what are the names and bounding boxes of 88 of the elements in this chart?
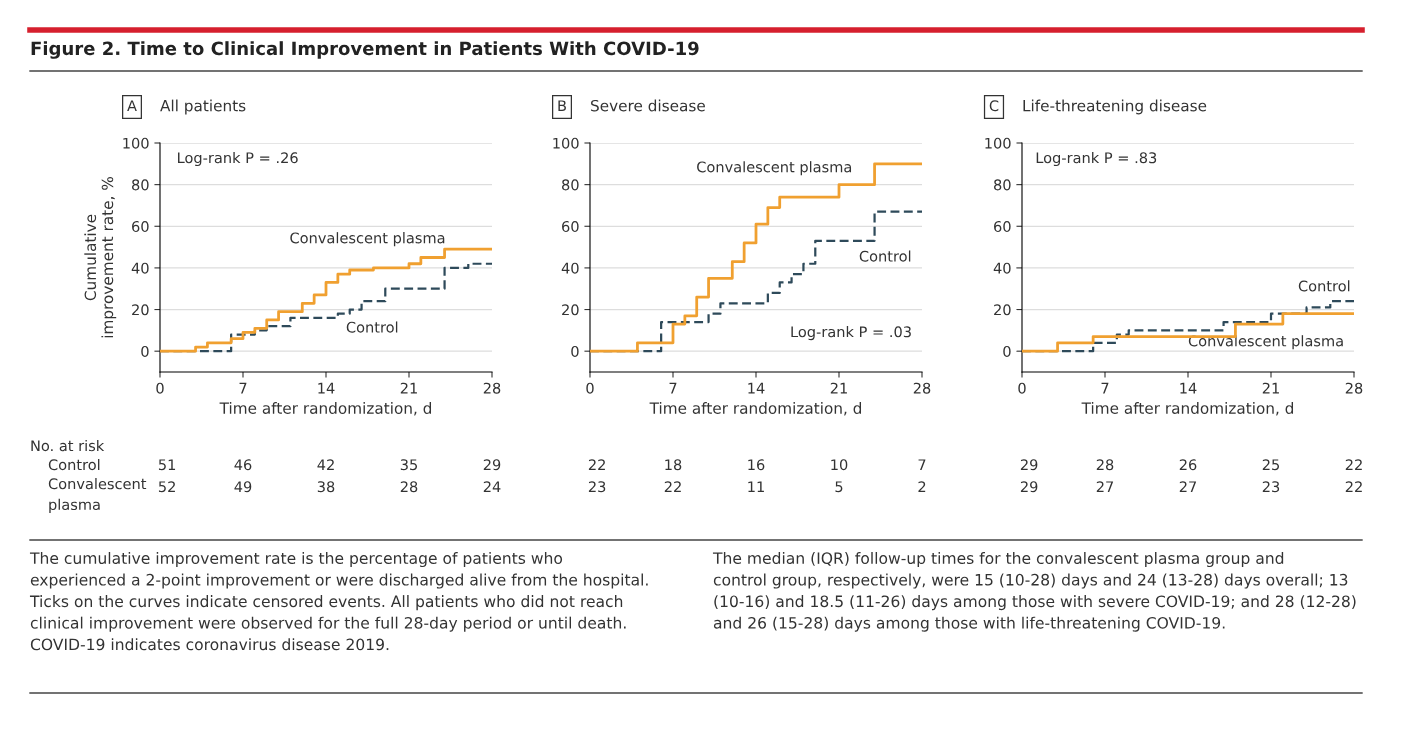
chart-subtitle: Life-threatening disease [1023,99,1207,115]
y-tick-label: 80 [994,179,1011,191]
text: 22 [1345,481,1362,493]
text: 22 [588,459,605,471]
x-tick-label: 28 [483,382,501,394]
text: 29 [483,459,501,471]
x-tick-label: 21 [830,382,847,394]
series-label: Control [346,321,398,333]
chart-title: C [989,100,999,112]
x-tick-label: 28 [1345,382,1363,394]
y-tick-label: 60 [562,220,579,233]
chart-title: A [127,100,137,112]
x-axis-title: Time after randomization, d [649,402,862,416]
y-tick-label: 40 [561,262,579,274]
y-tick-label: 20 [562,304,579,316]
x-tick-label: 7 [1101,382,1109,394]
y-tick-label: 60 [994,220,1011,233]
text: 38 [317,481,335,493]
text: 22 [664,481,681,493]
x-tick-label: 28 [913,382,931,394]
text: 7 [918,459,926,471]
x-tick-label: 7 [669,382,677,394]
chart-subtitle: Severe disease [591,99,705,112]
y-tick-label: 100 [985,137,1011,149]
x-tick-label: 14 [748,382,765,394]
text: 16 [748,459,765,471]
text: 11 [748,481,764,493]
text: 28 [1096,459,1114,471]
annotation: Log-rank P = .83 [1036,151,1157,167]
text: 23 [1262,481,1280,493]
text: Control [48,458,100,471]
y-tick-label: 100 [553,137,579,149]
annotation: Log-rank P = .03 [791,326,911,341]
text: No. at risk [31,439,105,452]
y-tick-label: 20 [132,304,149,316]
text: 29 [1020,481,1038,493]
x-tick-label: 7 [239,382,247,394]
text: Convalescent plasma [48,478,147,513]
text: 27 [1096,481,1114,493]
text: 27 [1179,481,1197,493]
y-tick-label: 80 [132,179,149,191]
x-tick-label: 0 [1018,382,1026,394]
series-label: Control [1298,280,1350,292]
text: 10 [831,459,848,471]
text: 42 [317,459,334,471]
y-tick-label: 0 [1003,345,1011,357]
text: 24 [483,481,501,493]
x-tick-label: 0 [156,382,164,394]
text: The cumulative improvement rate is the percentage of patients who experienced a 2-point improvement or were discharged alive from the hospital. Ticks on the curves indicate censored events. All patients who did not reach clinical improvement were observed for the full 28-day period or until death. COVID-19 indicates coronavirus disease 2019. [29,552,648,651]
series-label: Convalescent plasma [290,232,445,247]
y-tick-label: 40 [993,262,1011,274]
text: 23 [588,481,606,493]
text: 2 [918,481,926,493]
text: 25 [1262,459,1279,471]
y-tick-label: 0 [571,345,579,357]
x-tick-label: 14 [318,382,335,394]
annotation: Log-rank P = .26 [178,151,298,167]
text: 28 [400,481,418,493]
text: 18 [665,459,682,471]
y-axis-title: Cumulative improvement rate, % [84,177,117,338]
y-tick-label: 80 [562,179,579,191]
series-label: Control [859,250,911,262]
text: 26 [1179,459,1197,471]
x-axis-title: Time after randomization, d [1081,402,1294,416]
text: The median (IQR) follow-up times for the convalescent plasma group and control group, respectively, were 15 (10-28) days and 24 (13-28) days overall; 13 (10-16) and 18.5 (11-26) days among those with severe COVID-19; and 28 (12-28) and 26 (15-28) days among those with life-threatening COVID-19. [712,552,1356,632]
text: 29 [1020,459,1038,471]
y-tick-label: 60 [132,220,149,233]
text: 35 [400,459,417,471]
text: 52 [158,481,175,493]
y-tick-label: 0 [141,345,149,357]
caption: Figure 2. Time to Clinical Improvement in Patients With COVID-19 [31,41,699,59]
text: 5 [835,481,843,493]
x-tick-label: 14 [1180,382,1197,394]
chart-title: B [558,100,566,112]
series-label: Convalescent plasma [697,161,852,176]
text: 49 [234,481,252,493]
series-label: Convalescent plasma [1188,335,1343,350]
x-tick-label: 21 [400,382,417,394]
x-tick-label: 21 [1262,382,1279,394]
y-tick-label: 20 [994,304,1011,316]
x-tick-label: 0 [586,382,594,394]
x-axis-title: Time after randomization, d [219,402,432,416]
text: 51 [158,459,176,471]
y-tick-label: 40 [131,262,149,274]
chart-subtitle: All patients [160,99,246,115]
y-tick-label: 100 [123,137,149,149]
text: 46 [234,459,252,471]
text: 22 [1345,459,1362,471]
